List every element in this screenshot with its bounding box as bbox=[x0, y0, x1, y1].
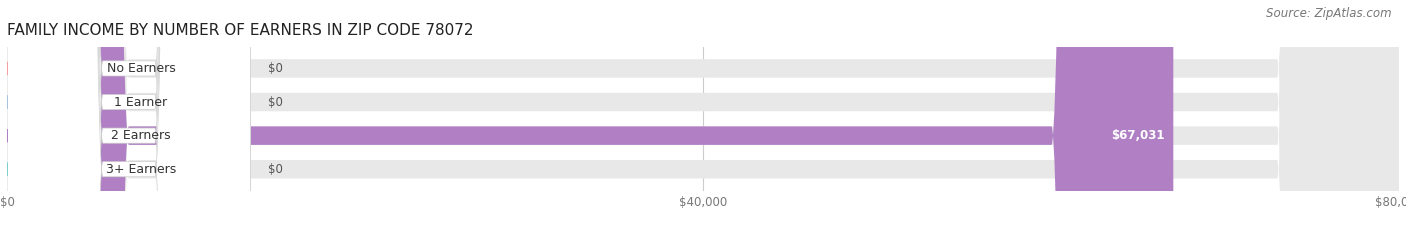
FancyBboxPatch shape bbox=[7, 0, 250, 233]
Text: 3+ Earners: 3+ Earners bbox=[105, 163, 176, 176]
FancyBboxPatch shape bbox=[7, 0, 250, 233]
Text: $67,031: $67,031 bbox=[1111, 129, 1164, 142]
Text: $0: $0 bbox=[269, 62, 283, 75]
Text: 2 Earners: 2 Earners bbox=[111, 129, 170, 142]
Text: No Earners: No Earners bbox=[107, 62, 176, 75]
Text: Source: ZipAtlas.com: Source: ZipAtlas.com bbox=[1267, 7, 1392, 20]
FancyBboxPatch shape bbox=[7, 0, 1399, 233]
FancyBboxPatch shape bbox=[7, 0, 1399, 233]
Text: 1 Earner: 1 Earner bbox=[114, 96, 167, 109]
FancyBboxPatch shape bbox=[7, 0, 1399, 233]
FancyBboxPatch shape bbox=[7, 0, 1174, 233]
Text: FAMILY INCOME BY NUMBER OF EARNERS IN ZIP CODE 78072: FAMILY INCOME BY NUMBER OF EARNERS IN ZI… bbox=[7, 24, 474, 38]
FancyBboxPatch shape bbox=[7, 0, 250, 233]
Text: $0: $0 bbox=[269, 96, 283, 109]
FancyBboxPatch shape bbox=[7, 0, 250, 233]
FancyBboxPatch shape bbox=[7, 0, 1399, 233]
Text: $0: $0 bbox=[269, 163, 283, 176]
